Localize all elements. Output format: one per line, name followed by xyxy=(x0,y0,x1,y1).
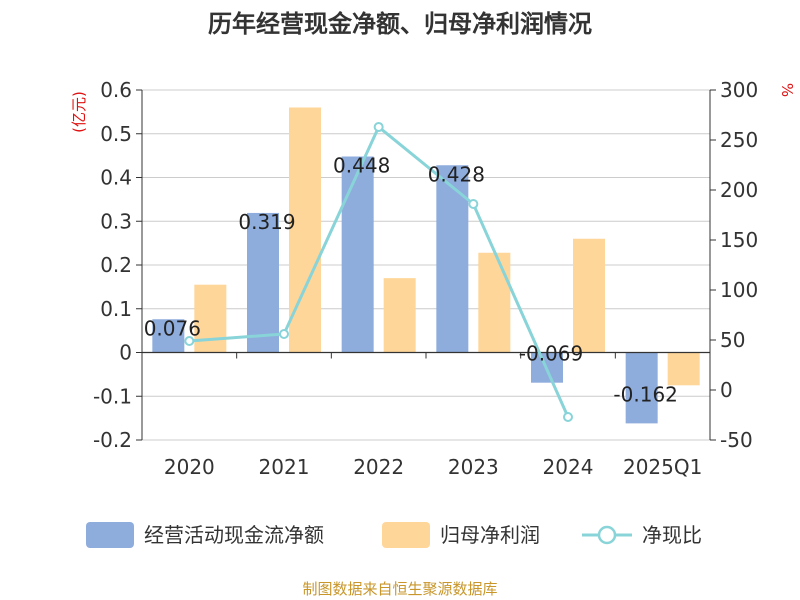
legend-label-ratio: 净现比 xyxy=(642,523,702,547)
ratio-point xyxy=(279,329,289,339)
ratio-point xyxy=(184,336,195,346)
left-tick-label: 0.5 xyxy=(100,122,132,146)
ratio-point xyxy=(468,199,479,209)
bar-cashflow xyxy=(341,156,374,353)
bar-netprofit xyxy=(667,352,700,386)
x-tick-label: 2024 xyxy=(543,455,594,479)
data-label: -0.069 xyxy=(519,342,583,366)
x-tick-label: 2023 xyxy=(448,455,499,479)
bar-cashflow xyxy=(625,352,658,424)
left-tick-label: -0.1 xyxy=(93,384,132,408)
right-tick-label: 0 xyxy=(720,378,733,402)
data-label: 0.428 xyxy=(428,162,485,186)
legend-label-cashflow: 经营活动现金流净额 xyxy=(144,523,324,547)
ratio-point xyxy=(373,122,384,132)
right-tick-label: -50 xyxy=(720,428,753,452)
bar-cashflow xyxy=(152,319,185,353)
left-tick-label: -0.2 xyxy=(93,428,132,452)
bars xyxy=(152,107,700,424)
bar-cashflow xyxy=(247,212,279,353)
x-tick-label: 2021 xyxy=(259,455,310,479)
right-tick-label: 100 xyxy=(720,278,758,302)
bar-cashflow xyxy=(436,165,469,353)
left-tick-label: 0 xyxy=(119,341,132,365)
bar-netprofit xyxy=(383,278,416,353)
right-axis-unit: % xyxy=(778,83,796,97)
right-tick-label: 300 xyxy=(720,78,758,102)
x-tick-label: 2020 xyxy=(164,455,215,479)
right-tick-label: 250 xyxy=(720,128,758,152)
data-label: 0.076 xyxy=(144,316,201,340)
chart-title: 历年经营现金净额、归母净利润情况 xyxy=(208,10,592,38)
left-axis-unit: (亿元) xyxy=(70,91,88,133)
legend: 经营活动现金流净额 归母净利润 净现比 xyxy=(86,522,702,548)
left-tick-label: 0.4 xyxy=(100,166,132,190)
x-tick-label: 2025Q1 xyxy=(623,455,702,479)
data-label: 0.448 xyxy=(333,154,390,178)
left-tick-label: 0.3 xyxy=(100,209,132,233)
axes: 0.6 0.5 0.4 0.3 0.2 0.1 0 -0.1 -0.2 300 250 200 150 1… xyxy=(93,78,758,479)
left-tick-label: 0.1 xyxy=(100,297,132,321)
legend-swatch-netprofit xyxy=(382,522,430,548)
bar-netprofit xyxy=(478,252,511,353)
data-label: 0.319 xyxy=(238,210,295,234)
left-tick-label: 0.6 xyxy=(100,78,132,102)
source-note: 制图数据来自恒生聚源数据库 xyxy=(302,580,497,598)
left-tick-label: 0.2 xyxy=(100,253,132,277)
ratio-point xyxy=(563,412,573,422)
right-tick-label: 200 xyxy=(720,178,758,202)
legend-marker-ratio xyxy=(597,525,617,545)
legend-label-netprofit: 归母净利润 xyxy=(440,523,540,547)
right-tick-label: 50 xyxy=(720,328,745,352)
x-tick-label: 2022 xyxy=(353,455,404,479)
bar-netprofit xyxy=(573,238,605,353)
legend-swatch-cashflow xyxy=(86,522,134,548)
ratio-line xyxy=(184,122,573,422)
data-labels: 0.076 0.319 0.448 0.428 -0.069 -0.162 xyxy=(144,154,678,407)
data-label: -0.162 xyxy=(613,382,677,406)
right-tick-label: 150 xyxy=(720,228,758,252)
